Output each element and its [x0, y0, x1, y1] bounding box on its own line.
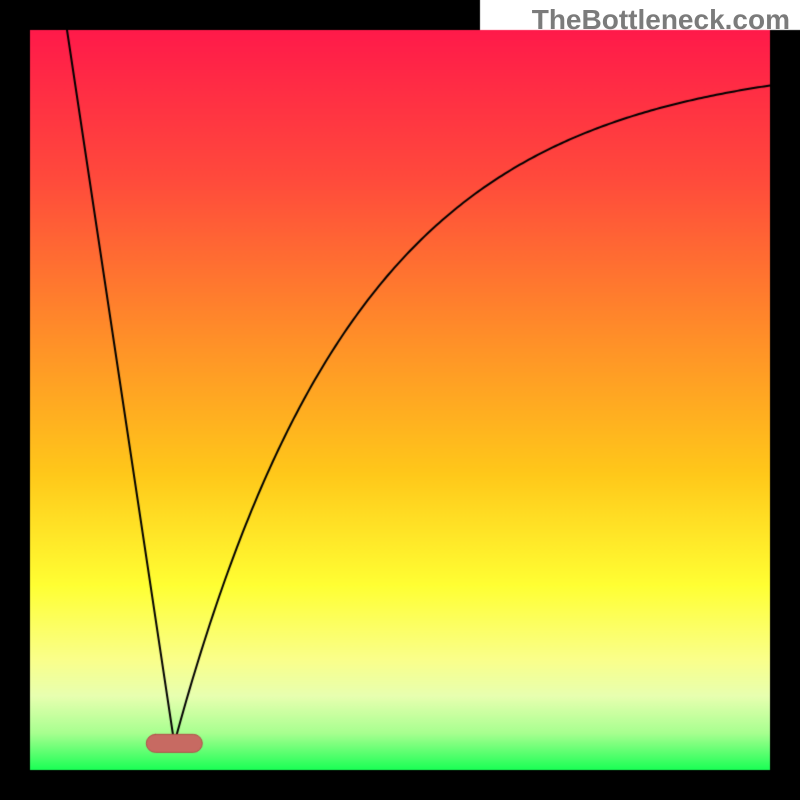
- chart-container: TheBottleneck.com: [0, 0, 800, 800]
- bottleneck-chart-canvas: [0, 0, 800, 800]
- watermark-text: TheBottleneck.com: [532, 4, 790, 36]
